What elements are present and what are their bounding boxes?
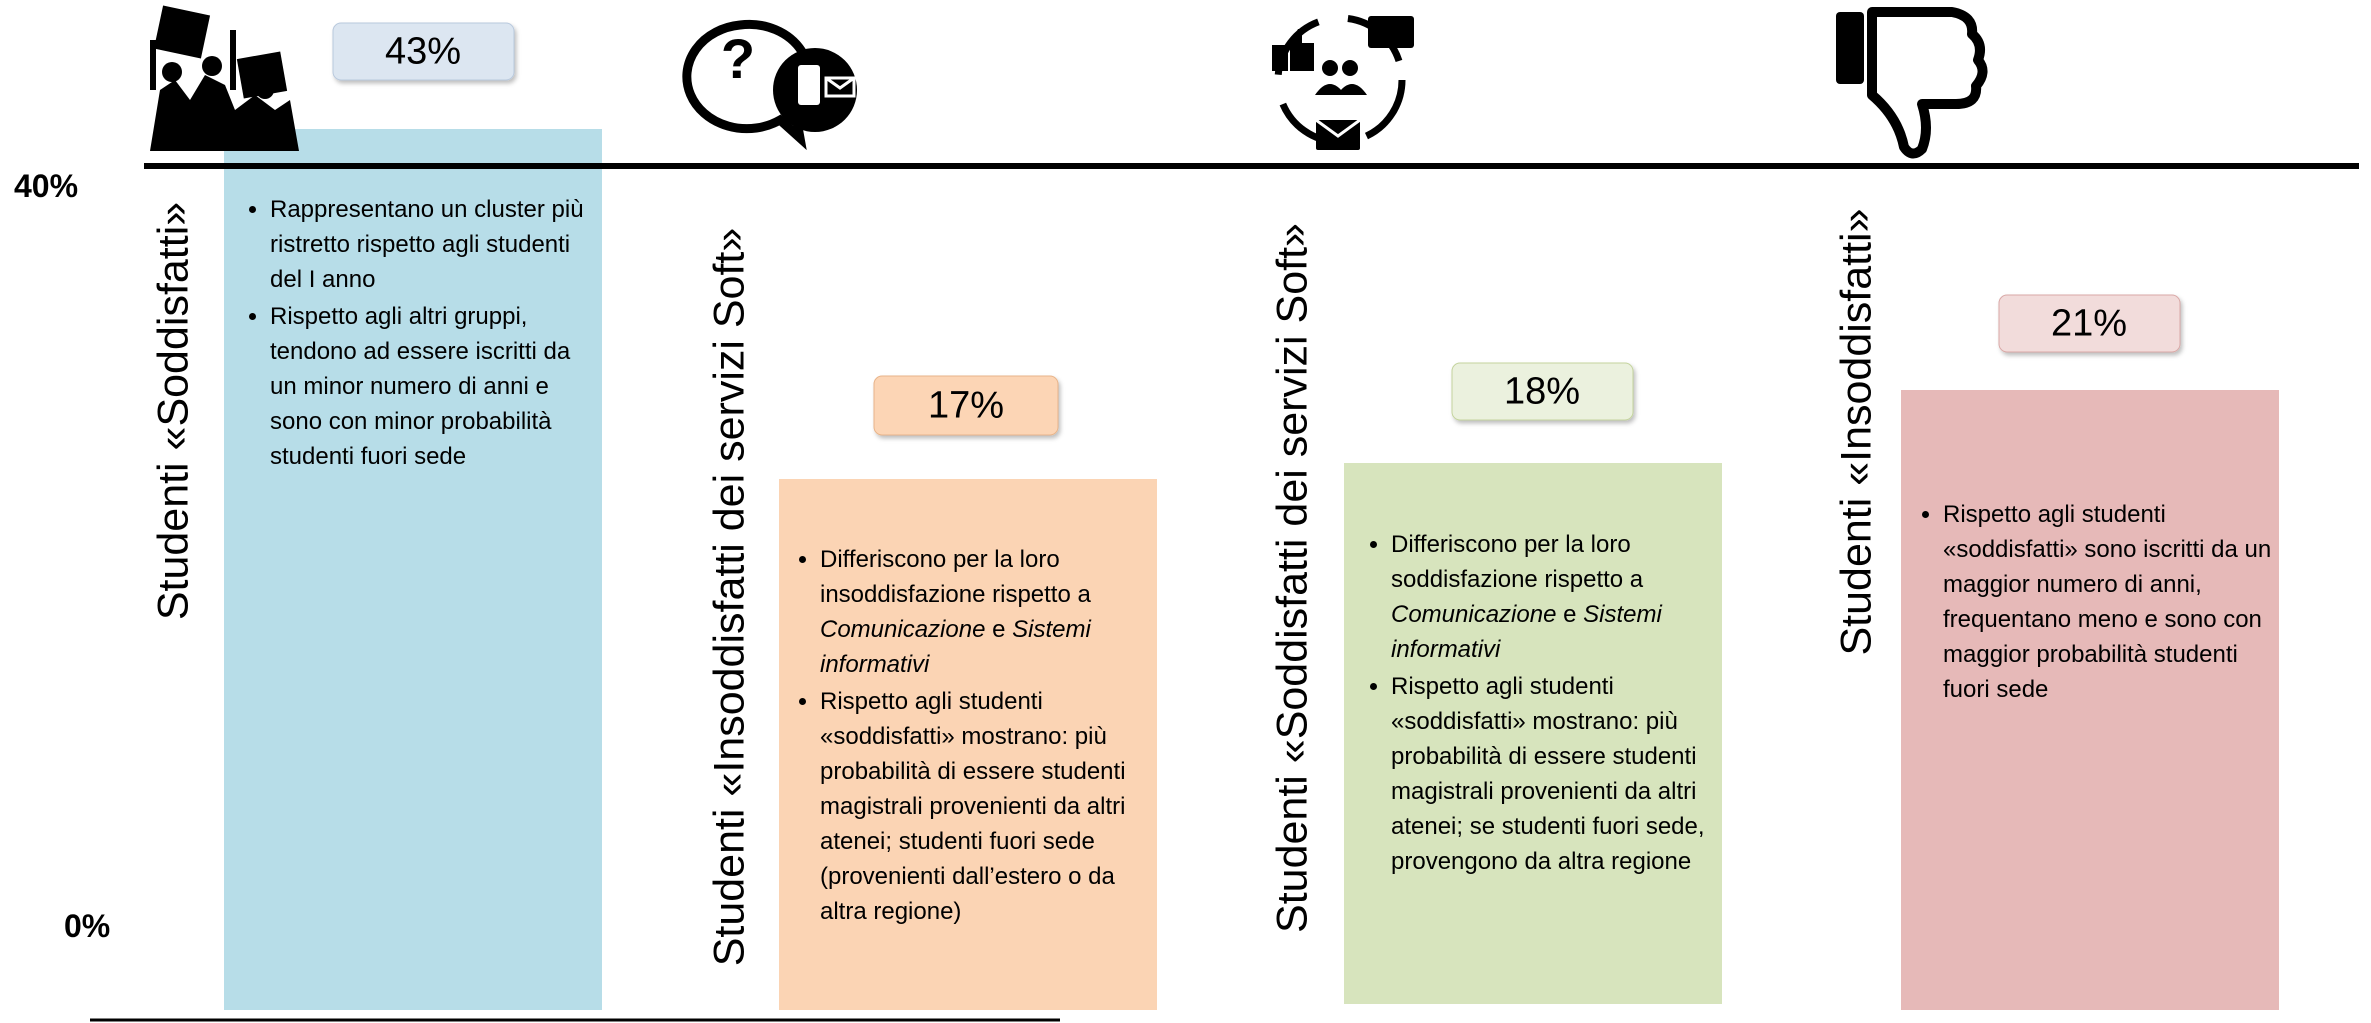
group-title: Studenti «Insoddisfatti dei servizi Soft… <box>705 227 754 967</box>
bullet: Rispetto agli studenti «soddisfatti» son… <box>1943 497 2283 707</box>
share-box <box>332 22 515 81</box>
crowd-icon <box>150 5 299 151</box>
bullet: Differiscono per la loro soddisfazione r… <box>1391 527 1727 667</box>
axis-label: 0% <box>64 908 111 944</box>
bar <box>1344 463 1722 1004</box>
share-label: 18% <box>1503 370 1581 413</box>
bullet-text: Rispetto agli altri gruppi, tendono ad e… <box>270 303 571 470</box>
bullet: Differiscono per la loro insoddisfazione… <box>820 542 1156 682</box>
bullet: Rappresentano un cluster più ristretto r… <box>270 192 600 297</box>
share-label: 43% <box>384 30 462 73</box>
social-icon <box>1272 14 1414 150</box>
share-label: 17% <box>927 384 1005 427</box>
bar <box>1901 390 2279 1010</box>
bullet: Rispetto agli altri gruppi, tendono ad e… <box>270 299 600 474</box>
bullet-list: Differiscono per la loro insoddisfazione… <box>794 542 1156 931</box>
bullet-text: Rispetto agli studenti «soddisfatti» mos… <box>1391 673 1705 875</box>
share-box <box>1451 362 1634 421</box>
svg-text:?: ? <box>721 27 755 90</box>
bar <box>224 129 602 1010</box>
bullet-text: Comunicazione <box>820 616 986 643</box>
group-title: Studenti «Insoddisfatti» <box>1832 208 1881 656</box>
bullet-text: Differiscono per la loro insoddisfazione… <box>820 546 1091 608</box>
bullet-list: Rappresentano un cluster più ristretto r… <box>244 192 600 476</box>
axis-label: 40% <box>14 168 79 204</box>
bullet-text: Rappresentano un cluster più ristretto r… <box>270 196 584 293</box>
bullet-list: Rispetto agli studenti «soddisfatti» son… <box>1917 497 2283 709</box>
bullet-text: Rispetto agli studenti «soddisfatti» mos… <box>820 688 1126 925</box>
share-box <box>873 375 1059 436</box>
bullet-text: Sistemi informativi <box>820 616 1091 678</box>
bullet-text: Sistemi informativi <box>1391 601 1662 663</box>
thumbs-down-icon <box>1836 7 1988 159</box>
bullet-text: e <box>985 616 1013 643</box>
bullet: Rispetto agli studenti «soddisfatti» mos… <box>820 684 1156 929</box>
bullet-text: e <box>1556 601 1584 628</box>
group-title: Studenti «Soddisfatti» <box>149 201 198 621</box>
chat-icon: ? <box>682 19 857 151</box>
share-box <box>1998 294 2181 353</box>
bullet-text: Comunicazione <box>1391 601 1557 628</box>
bullet-list: Differiscono per la loro soddisfazione r… <box>1365 527 1727 881</box>
share-label: 21% <box>2050 302 2128 345</box>
bullet-text: Rispetto agli studenti «soddisfatti» son… <box>1943 501 2272 703</box>
bullet: Rispetto agli studenti «soddisfatti» mos… <box>1391 669 1727 879</box>
bullet-text: Differiscono per la loro soddisfazione r… <box>1391 531 1644 593</box>
bar <box>779 479 1157 1010</box>
group-title: Studenti «Soddisfatti dei servizi Soft» <box>1268 223 1317 933</box>
